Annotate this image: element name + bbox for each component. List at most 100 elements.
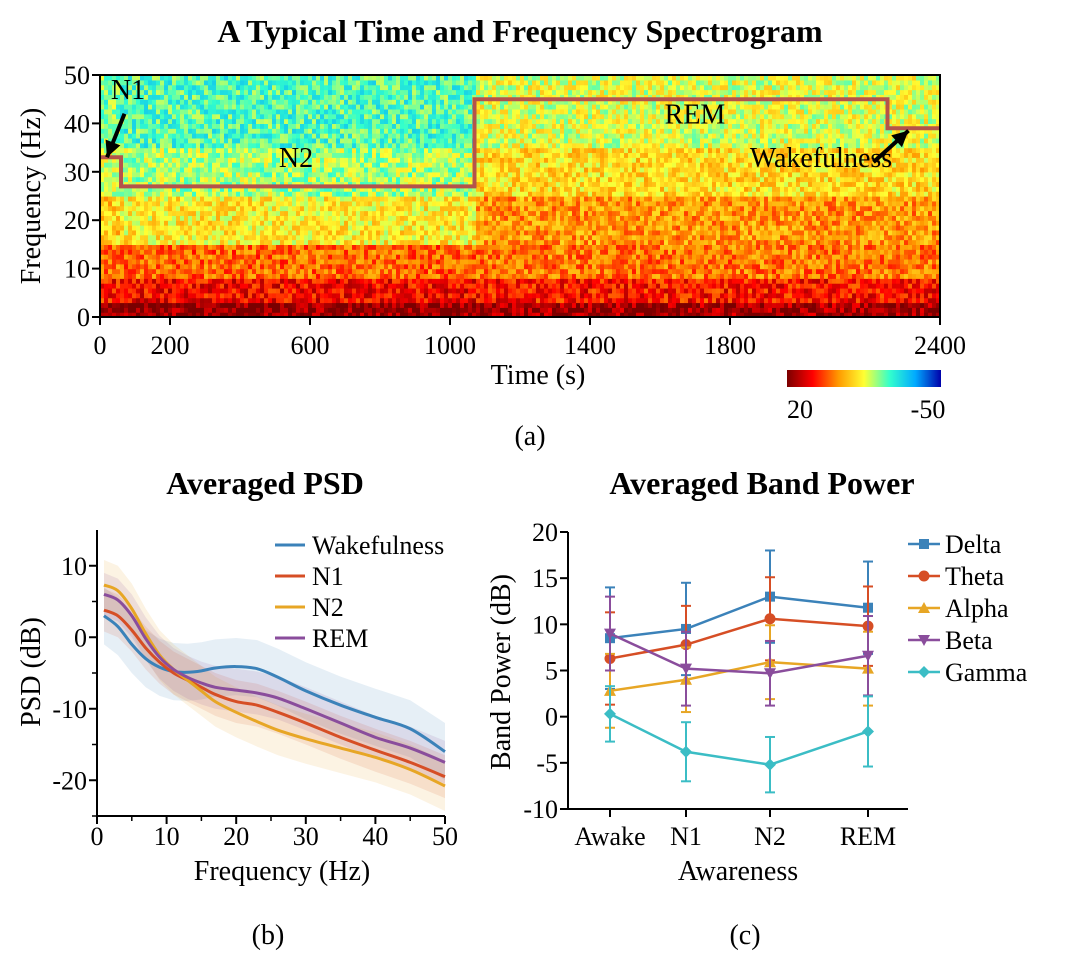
spectrogram-cell bbox=[112, 210, 117, 216]
spectrogram-cell bbox=[136, 239, 141, 245]
spectrogram-cell bbox=[224, 191, 229, 197]
spectrogram-cell bbox=[328, 205, 333, 212]
spectrogram-cell bbox=[176, 157, 181, 163]
spectrogram-cell bbox=[296, 249, 301, 255]
spectrogram-cell bbox=[328, 118, 333, 124]
spectrogram-cell bbox=[224, 283, 229, 289]
spectrogram-cell bbox=[292, 200, 297, 207]
spectrogram-cell bbox=[360, 94, 365, 100]
spectrogram-cell bbox=[480, 292, 485, 299]
spectrogram-cell bbox=[152, 278, 157, 284]
spectrogram-cell bbox=[288, 205, 293, 212]
spectrogram-cell bbox=[124, 166, 129, 173]
spectrogram-cell bbox=[288, 297, 293, 304]
spectrogram-cell bbox=[284, 94, 289, 100]
spectrogram-cell bbox=[164, 79, 169, 86]
spectrogram-cell bbox=[328, 113, 333, 120]
spectrogram-cell bbox=[372, 239, 377, 245]
spectrogram-cell bbox=[128, 215, 133, 221]
spectrogram-cell bbox=[416, 75, 421, 81]
spectrogram-cell bbox=[268, 297, 273, 304]
spectrogram-cell bbox=[488, 176, 493, 183]
spectrogram-cell bbox=[456, 84, 461, 91]
spectrogram-cell bbox=[380, 137, 385, 144]
spectrogram-cell bbox=[320, 273, 325, 279]
spectrogram-cell bbox=[376, 196, 381, 202]
spectrogram-cell bbox=[216, 234, 221, 241]
spectrogram-cell bbox=[236, 278, 241, 284]
spectrogram-cell bbox=[288, 166, 293, 173]
spectrogram-cell bbox=[396, 89, 401, 95]
spectrogram-cell bbox=[196, 186, 201, 192]
spectrogram-cell bbox=[104, 200, 109, 207]
spectrogram-cell bbox=[160, 118, 165, 124]
spectrogram-cell bbox=[436, 287, 441, 294]
spectrogram-cell bbox=[352, 205, 357, 212]
spectrogram-cell bbox=[388, 118, 393, 124]
spectrogram-cell bbox=[288, 75, 293, 81]
spectrogram-cell bbox=[288, 220, 293, 226]
spectrogram-cell bbox=[344, 287, 349, 294]
spectrogram-cell bbox=[220, 166, 225, 173]
spectrogram-cell bbox=[292, 287, 297, 294]
spectrogram-cell bbox=[448, 89, 453, 95]
spectrogram-cell bbox=[356, 142, 361, 149]
spectrogram-cell bbox=[124, 249, 129, 255]
spectrogram-cell bbox=[140, 181, 145, 187]
spectrogram-cell bbox=[496, 171, 501, 178]
spectrogram-cell bbox=[120, 133, 125, 139]
spectrogram-cell bbox=[296, 312, 301, 317]
spectrogram-cell bbox=[164, 287, 169, 294]
spectrogram-cell bbox=[432, 307, 437, 313]
spectrogram-cell bbox=[412, 278, 417, 284]
spectrogram-cell bbox=[392, 123, 397, 129]
spectrogram-cell bbox=[460, 166, 465, 173]
spectrogram-cell bbox=[336, 302, 341, 308]
spectrogram-cell bbox=[300, 258, 305, 265]
spectrogram-cell bbox=[292, 152, 297, 158]
spectrogram-cell bbox=[204, 258, 209, 265]
spectrogram-cell bbox=[440, 166, 445, 173]
spectrogram-cell bbox=[400, 162, 405, 168]
spectrogram-cell bbox=[244, 225, 249, 231]
spectrogram-cell bbox=[364, 239, 369, 245]
spectrogram-cell bbox=[252, 220, 257, 226]
spectrogram-cell bbox=[112, 244, 117, 250]
spectrogram-cell bbox=[276, 200, 281, 207]
spectrogram-cell bbox=[320, 133, 325, 139]
spectrogram-cell bbox=[316, 128, 321, 134]
spectrogram-cell bbox=[388, 215, 393, 221]
spectrogram-cell bbox=[252, 137, 257, 144]
spectrogram-cell bbox=[492, 104, 497, 110]
spectrogram-cell bbox=[200, 118, 205, 124]
spectrogram-cell bbox=[348, 210, 353, 216]
spectrogram-cell bbox=[416, 133, 421, 139]
spectrogram-cell bbox=[116, 75, 121, 81]
spectrogram-cell bbox=[212, 181, 217, 187]
spectrogram-heatmap bbox=[100, 75, 940, 317]
spectrogram-cell bbox=[364, 104, 369, 110]
spectrogram-cell bbox=[436, 75, 441, 81]
spectrogram-cell bbox=[284, 254, 289, 260]
spectrogram-cell bbox=[228, 191, 233, 197]
spectrogram-cell bbox=[196, 312, 201, 317]
spectrogram-cell bbox=[360, 118, 365, 124]
spectrogram-cell bbox=[444, 162, 449, 168]
spectrogram-cell bbox=[296, 273, 301, 279]
spectrogram-cell bbox=[312, 283, 317, 289]
spectrogram-cell bbox=[444, 99, 449, 105]
spectrogram-cell bbox=[216, 142, 221, 149]
spectrogram-cell bbox=[200, 196, 205, 202]
spectrogram-cell bbox=[280, 113, 285, 120]
spectrogram-cell bbox=[448, 258, 453, 265]
spectrogram-cell bbox=[124, 287, 129, 294]
spectrogram-cell bbox=[388, 94, 393, 100]
spectrogram-cell bbox=[376, 278, 381, 284]
spectrogram-cell bbox=[232, 162, 237, 168]
spectrogram-cell bbox=[428, 254, 433, 260]
spectrogram-cell bbox=[336, 181, 341, 187]
spectrogram-cell bbox=[468, 302, 473, 308]
spectrogram-cell bbox=[336, 229, 341, 236]
spectrogram-cell bbox=[176, 186, 181, 192]
spectrogram-cell bbox=[380, 108, 385, 115]
